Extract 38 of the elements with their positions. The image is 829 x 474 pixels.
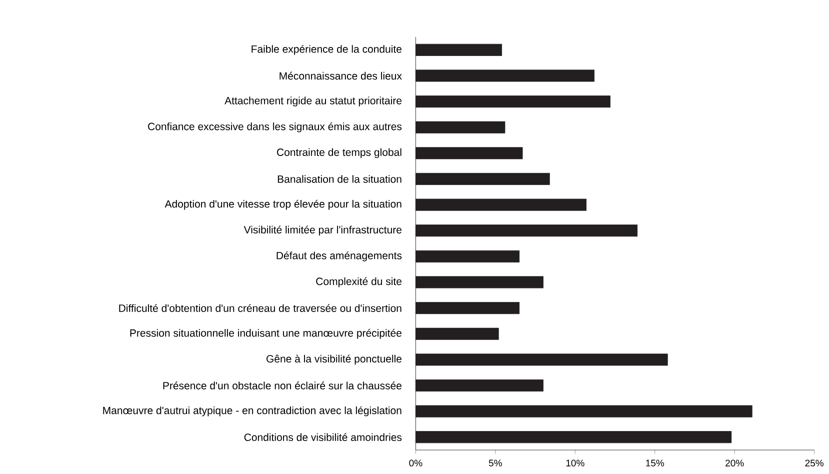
y-tick-label: Adoption d'une vitesse trop élevée pour la situation — [164, 200, 402, 210]
bar — [416, 431, 732, 444]
y-tick-label: Banalisation de la situation — [278, 175, 402, 183]
y-tick-label: Présence d'un obstacle non éclairé sur la chaussée — [163, 382, 402, 390]
bar — [416, 70, 594, 82]
y-tick-label: Complexité du site — [316, 277, 402, 288]
bar — [416, 302, 520, 314]
bar — [416, 172, 550, 185]
y-tick-label: Visibilité limitée par l'infrastructure — [244, 226, 402, 236]
y-tick-label: Difficulté d'obtention d'un créneau de traversée ou d'insertion — [119, 304, 402, 312]
x-tick-label: 10% — [566, 460, 584, 466]
x-tick-label: 5% — [488, 460, 502, 466]
y-tick-label: Contrainte de temps global — [277, 148, 402, 158]
y-tick-label: Faible expérience de la conduite — [252, 44, 402, 55]
bar — [416, 276, 544, 288]
y-tick-label: Confiance excessive dans les signaux émis aux autres — [148, 122, 402, 132]
y-tick-label: Pression situationnelle induisant une manœuvre précipitée — [130, 328, 402, 339]
bar — [416, 147, 523, 160]
y-tick-label: Gêne à la visibilité ponctuelle — [266, 354, 402, 365]
bar — [416, 354, 668, 366]
x-tick-label: 15% — [646, 460, 664, 466]
bar — [416, 379, 544, 392]
bar — [416, 96, 610, 108]
y-tick-label: Défaut des aménagements — [276, 251, 402, 262]
y-tick-label: Méconnaissance des lieux — [280, 72, 402, 80]
x-tick-label: 0% — [409, 460, 422, 466]
bar — [416, 405, 752, 418]
x-tick-label: 25% — [805, 460, 824, 466]
bar — [416, 44, 502, 56]
bar — [416, 250, 520, 262]
y-tick-label: Attachement rigide au statut prioritaire — [224, 96, 402, 106]
bar — [416, 224, 638, 237]
y-tick-label: Conditions de visibilité amoindries — [244, 433, 402, 442]
bar — [416, 328, 499, 340]
y-tick-label: Manœuvre d'autrui atypique - en contradiction avec la législation — [103, 406, 402, 416]
bar — [416, 121, 506, 134]
x-tick-label: 20% — [726, 460, 744, 466]
bar — [416, 198, 587, 211]
